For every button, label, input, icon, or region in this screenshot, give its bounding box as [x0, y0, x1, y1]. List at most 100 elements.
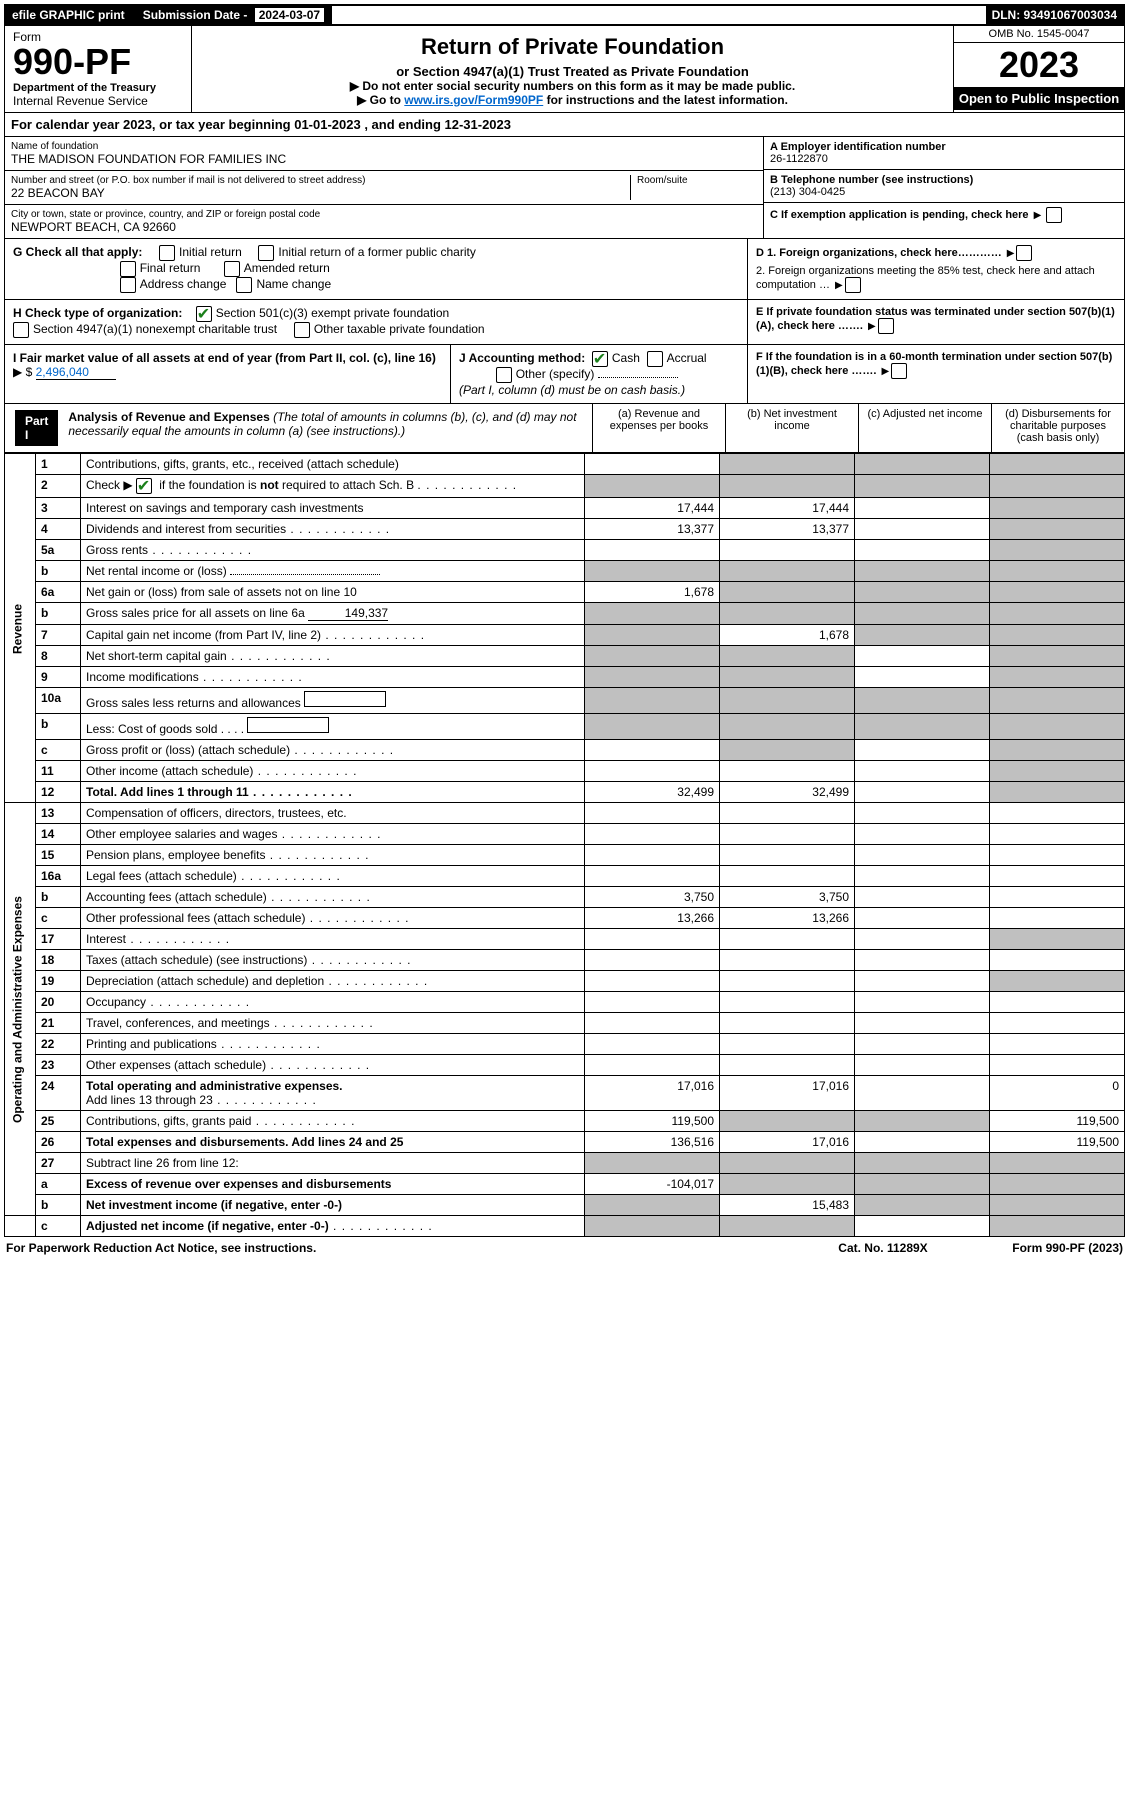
page-footer: For Paperwork Reduction Act Notice, see …	[4, 1237, 1125, 1259]
dept-treasury: Department of the Treasury	[13, 82, 183, 94]
col-c-header: (c) Adjusted net income	[858, 404, 991, 452]
g-name-change[interactable]	[236, 277, 252, 293]
table-row: cOther professional fees (attach schedul…	[5, 908, 1125, 929]
c-checkbox[interactable]	[1046, 207, 1062, 223]
part1-table: Revenue 1 Contributions, gifts, grants, …	[4, 453, 1125, 1237]
dln: DLN: 93491067003034	[986, 6, 1123, 24]
calendar-year-row: For calendar year 2023, or tax year begi…	[4, 113, 1125, 137]
i-label: I Fair market value of all assets at end…	[13, 351, 436, 365]
h-501c3[interactable]	[196, 306, 212, 322]
table-row: 10aGross sales less returns and allowanc…	[5, 688, 1125, 714]
table-row: bNet rental income or (loss)	[5, 561, 1125, 582]
irs-link[interactable]: www.irs.gov/Form990PF	[404, 93, 543, 107]
table-row: 3Interest on savings and temporary cash …	[5, 498, 1125, 519]
table-row: 7Capital gain net income (from Part IV, …	[5, 625, 1125, 646]
arrow-icon	[833, 279, 845, 291]
g-initial-former[interactable]	[258, 245, 274, 261]
col-a-header: (a) Revenue and expenses per books	[592, 404, 725, 452]
table-row: 14Other employee salaries and wages	[5, 824, 1125, 845]
table-row: 24Total operating and administrative exp…	[5, 1076, 1125, 1111]
col-d-header: (d) Disbursements for charitable purpose…	[991, 404, 1124, 452]
table-row: cAdjusted net income (if negative, enter…	[5, 1216, 1125, 1237]
part1-header: Part I Analysis of Revenue and Expenses …	[4, 404, 1125, 453]
table-row: 21Travel, conferences, and meetings	[5, 1013, 1125, 1034]
table-row: 12Total. Add lines 1 through 11 32,49932…	[5, 782, 1125, 803]
table-row: 18Taxes (attach schedule) (see instructi…	[5, 950, 1125, 971]
section-h-e: H Check type of organization: Section 50…	[4, 300, 1125, 345]
table-row: cGross profit or (loss) (attach schedule…	[5, 740, 1125, 761]
arrow-icon	[879, 365, 891, 377]
phone-value: (213) 304-0425	[770, 186, 1118, 198]
irs-label: Internal Revenue Service	[13, 94, 183, 108]
omb-number: OMB No. 1545-0047	[954, 26, 1124, 43]
g-amended[interactable]	[224, 261, 240, 277]
table-row: 2 Check ▶ if the foundation is not requi…	[5, 475, 1125, 498]
h-label: H Check type of organization:	[13, 306, 182, 320]
table-row: 9Income modifications	[5, 667, 1125, 688]
j-other[interactable]	[496, 367, 512, 383]
d1-label: D 1. Foreign organizations, check here………	[756, 247, 1002, 259]
part1-title: Analysis of Revenue and Expenses	[68, 410, 269, 424]
table-row: 8Net short-term capital gain	[5, 646, 1125, 667]
col-b-header: (b) Net investment income	[725, 404, 858, 452]
table-row: 25Contributions, gifts, grants paid 119,…	[5, 1111, 1125, 1132]
table-row: bLess: Cost of goods sold . . . .	[5, 714, 1125, 740]
arrow-icon	[866, 320, 878, 332]
table-row: 11Other income (attach schedule)	[5, 761, 1125, 782]
foundation-name: THE MADISON FOUNDATION FOR FAMILIES INC	[11, 152, 757, 166]
form-number: 990-PF	[13, 44, 183, 80]
section-ijf: I Fair market value of all assets at end…	[4, 345, 1125, 404]
part-label: Part I	[15, 410, 58, 446]
table-row: 6aNet gain or (loss) from sale of assets…	[5, 582, 1125, 603]
form-instruction-1: ▶ Do not enter social security numbers o…	[196, 79, 949, 93]
f-checkbox[interactable]	[891, 363, 907, 379]
j-cash[interactable]	[592, 351, 608, 367]
h-other-taxable[interactable]	[294, 322, 310, 338]
table-row: aExcess of revenue over expenses and dis…	[5, 1174, 1125, 1195]
section-g-d: G Check all that apply: Initial return I…	[4, 239, 1125, 300]
table-row: 19Depreciation (attach schedule) and dep…	[5, 971, 1125, 992]
table-row: 20Occupancy	[5, 992, 1125, 1013]
tax-year: 2023	[954, 43, 1124, 87]
g-address-change[interactable]	[120, 277, 136, 293]
expenses-side-label: Operating and Administrative Expenses	[5, 803, 36, 1216]
city-label: City or town, state or province, country…	[11, 209, 757, 220]
revenue-side-label: Revenue	[5, 454, 36, 803]
e-label: E If private foundation status was termi…	[756, 306, 1115, 332]
room-label: Room/suite	[637, 175, 757, 186]
catalog-number: Cat. No. 11289X	[803, 1241, 963, 1255]
g-label: G Check all that apply:	[13, 245, 142, 259]
efile-print-button[interactable]: efile GRAPHIC print	[6, 6, 133, 24]
arrow-icon	[1032, 209, 1044, 221]
table-row: 15Pension plans, employee benefits	[5, 845, 1125, 866]
schB-checkbox[interactable]	[136, 478, 152, 494]
ein-value: 26-1122870	[770, 153, 1118, 165]
table-row: 16aLegal fees (attach schedule)	[5, 866, 1125, 887]
table-row: 17Interest	[5, 929, 1125, 950]
e-checkbox[interactable]	[878, 318, 894, 334]
j-label: J Accounting method:	[459, 351, 585, 365]
form-title: Return of Private Foundation	[196, 34, 949, 60]
g-initial-return[interactable]	[159, 245, 175, 261]
j-accrual[interactable]	[647, 351, 663, 367]
street-address: 22 BEACON BAY	[11, 186, 630, 200]
city-state-zip: NEWPORT BEACH, CA 92660	[11, 220, 757, 234]
table-row: 5aGross rents	[5, 540, 1125, 561]
table-row: bAccounting fees (attach schedule) 3,750…	[5, 887, 1125, 908]
fmv-value: 2,496,040	[36, 365, 116, 380]
g-final-return[interactable]	[120, 261, 136, 277]
table-row: Revenue 1 Contributions, gifts, grants, …	[5, 454, 1125, 475]
table-row: 4Dividends and interest from securities …	[5, 519, 1125, 540]
name-label: Name of foundation	[11, 141, 757, 152]
form-header: Form 990-PF Department of the Treasury I…	[4, 26, 1125, 113]
table-row: 22Printing and publications	[5, 1034, 1125, 1055]
form-ref: Form 990-PF (2023)	[963, 1241, 1123, 1255]
form-instruction-2: ▶ Go to www.irs.gov/Form990PF for instru…	[196, 93, 949, 107]
ein-label: A Employer identification number	[770, 141, 1118, 153]
form-subtitle: or Section 4947(a)(1) Trust Treated as P…	[196, 64, 949, 79]
h-4947[interactable]	[13, 322, 29, 338]
j-note: (Part I, column (d) must be on cash basi…	[459, 383, 685, 397]
d1-checkbox[interactable]	[1016, 245, 1032, 261]
submission-date: Submission Date - 2024-03-07	[133, 6, 332, 24]
d2-checkbox[interactable]	[845, 277, 861, 293]
